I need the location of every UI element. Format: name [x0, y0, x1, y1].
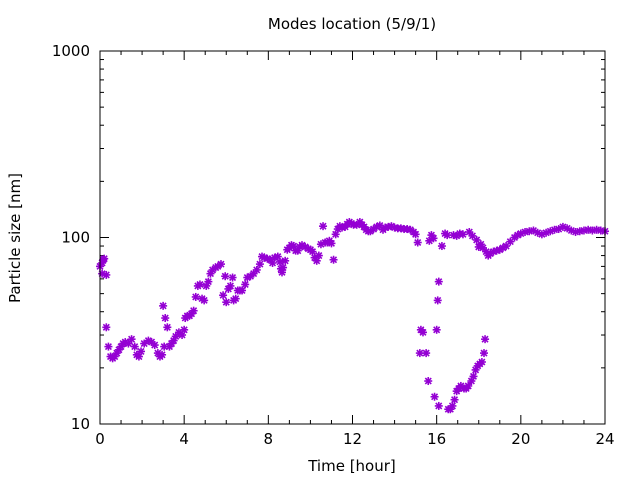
- data-points: [96, 218, 610, 414]
- data-point: [437, 242, 446, 251]
- data-point: [480, 349, 489, 358]
- data-point: [180, 325, 189, 334]
- data-point: [477, 358, 486, 367]
- x-tick-label: 20: [511, 430, 530, 448]
- y-tick-label: 100: [61, 229, 90, 247]
- data-point: [413, 238, 422, 247]
- data-point: [481, 335, 490, 344]
- data-point: [238, 286, 247, 295]
- data-point: [458, 230, 467, 239]
- data-point: [204, 277, 213, 286]
- data-point: [415, 349, 424, 358]
- x-tick-label: 12: [343, 430, 362, 448]
- data-point: [319, 222, 328, 231]
- data-point: [219, 291, 228, 300]
- data-point: [104, 342, 113, 351]
- data-point: [163, 323, 172, 332]
- data-point: [424, 377, 433, 386]
- data-point: [464, 381, 473, 390]
- data-point: [434, 277, 443, 286]
- data-point: [314, 251, 323, 260]
- data-point: [308, 247, 317, 256]
- data-point: [434, 401, 443, 410]
- data-point: [191, 292, 200, 301]
- data-point: [411, 230, 420, 239]
- x-tick-label: 0: [95, 430, 105, 448]
- data-point: [150, 341, 159, 350]
- data-point: [450, 395, 459, 404]
- data-point: [443, 231, 452, 240]
- x-axis-label: Time [hour]: [307, 457, 396, 475]
- data-point: [100, 254, 109, 263]
- data-point: [130, 342, 139, 351]
- axis-ticks: 0 4 8 12 16 20 24 10 100 1000: [52, 42, 615, 448]
- data-point: [200, 296, 209, 305]
- y-axis-label: Particle size [nm]: [6, 173, 24, 303]
- data-point: [127, 335, 136, 344]
- data-point: [281, 256, 290, 265]
- y-tick-label: 10: [71, 415, 90, 433]
- chart-title: Modes location (5/9/1): [268, 15, 436, 33]
- data-point: [195, 280, 204, 289]
- data-point: [469, 372, 478, 381]
- data-point: [228, 273, 237, 282]
- data-point: [433, 296, 442, 305]
- data-point: [221, 272, 230, 281]
- data-point: [216, 260, 225, 269]
- data-point: [158, 350, 167, 359]
- x-tick-label: 8: [264, 430, 274, 448]
- x-tick-label: 16: [427, 430, 446, 448]
- x-tick-label: 24: [595, 430, 614, 448]
- data-point: [102, 323, 111, 332]
- data-point: [418, 328, 427, 337]
- data-point: [137, 347, 146, 356]
- data-point: [222, 298, 231, 307]
- data-point: [429, 234, 438, 243]
- data-point: [231, 294, 240, 303]
- data-point: [241, 280, 250, 289]
- data-point: [160, 342, 169, 351]
- data-point: [252, 265, 261, 274]
- data-point: [226, 281, 235, 290]
- plot-frame: [99, 50, 606, 425]
- data-point: [468, 231, 477, 240]
- data-point: [161, 314, 170, 323]
- data-point: [432, 325, 441, 334]
- data-point: [327, 239, 336, 248]
- data-point: [430, 392, 439, 401]
- x-tick-label: 4: [179, 430, 189, 448]
- data-point: [102, 270, 111, 279]
- data-point: [422, 349, 431, 358]
- y-tick-label: 1000: [52, 42, 90, 60]
- data-point: [275, 257, 284, 266]
- data-point: [329, 255, 338, 264]
- data-point: [255, 260, 264, 269]
- data-point: [159, 301, 168, 310]
- data-point: [189, 306, 198, 315]
- data-point: [279, 263, 288, 272]
- data-point: [448, 401, 457, 410]
